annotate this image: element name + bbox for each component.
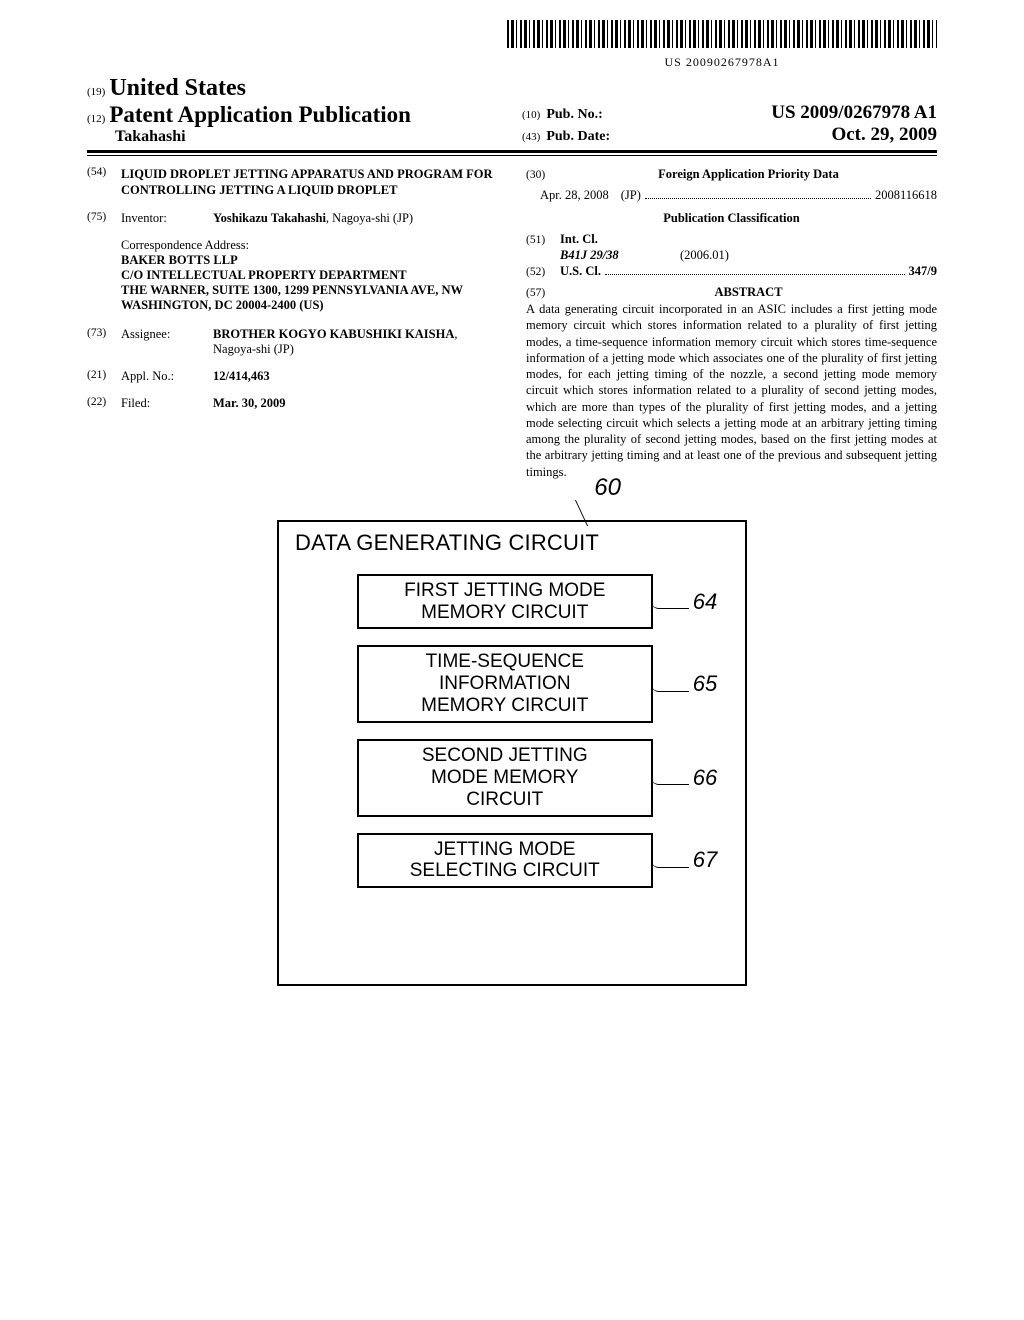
code-21: (21) <box>87 369 121 384</box>
leader-line <box>651 770 689 785</box>
code-10: (10) <box>522 109 540 121</box>
ref-number-67: 67 <box>693 847 717 873</box>
correspondence-label: Correspondence Address: <box>121 238 498 253</box>
ref-number-65: 65 <box>693 671 717 697</box>
code-75: (75) <box>87 211 121 226</box>
uscl-value: 347/9 <box>909 264 937 279</box>
dotted-leader-2 <box>605 264 905 275</box>
intcl-label: Int. Cl. <box>560 232 598 247</box>
barcode-region: US 20090267978A1 <box>87 20 937 71</box>
header: (19) United States (12) Patent Applicati… <box>87 75 937 146</box>
figure-row: TIME-SEQUENCE INFORMATION MEMORY CIRCUIT… <box>291 645 733 723</box>
abstract-header: ABSTRACT <box>560 285 937 300</box>
inner-box-65: TIME-SEQUENCE INFORMATION MEMORY CIRCUIT <box>357 645 653 723</box>
pub-date: Oct. 29, 2009 <box>831 124 937 146</box>
rule-thick <box>87 150 937 153</box>
foreign-date: Apr. 28, 2008 <box>540 188 609 203</box>
appl-number: 12/414,463 <box>213 369 498 384</box>
assignee-name: BROTHER KOGYO KABUSHIKI KAISHA <box>213 327 454 341</box>
invention-title: LIQUID DROPLET JETTING APPARATUS AND PRO… <box>121 166 498 199</box>
filed-date: Mar. 30, 2009 <box>213 396 498 411</box>
ref-number-66: 66 <box>693 765 717 791</box>
rule-thin <box>87 155 937 156</box>
code-19: (19) <box>87 86 105 98</box>
pub-number: US 2009/0267978 A1 <box>771 102 937 124</box>
outer-box: DATA GENERATING CIRCUIT FIRST JETTING MO… <box>277 520 747 986</box>
inventor-loc: , Nagoya-shi (JP) <box>326 211 413 225</box>
figure-row: FIRST JETTING MODE MEMORY CIRCUIT 64 <box>291 574 733 630</box>
inventor-label: Inventor: <box>121 211 213 226</box>
inner-box-67: JETTING MODE SELECTING CIRCUIT <box>357 833 653 889</box>
pubclass-header: Publication Classification <box>526 211 937 226</box>
code-57: (57) <box>526 287 560 299</box>
author-header: Takahashi <box>115 128 186 145</box>
intcl-year: (2006.01) <box>680 248 729 263</box>
pubdate-label: Pub. Date: <box>546 129 610 145</box>
code-52: (52) <box>526 266 560 278</box>
outer-box-title: DATA GENERATING CIRCUIT <box>295 530 733 556</box>
barcode-text: US 20090267978A1 <box>507 55 937 70</box>
ref-60: 60 <box>594 474 621 502</box>
inner-box-66: SECOND JETTING MODE MEMORY CIRCUIT <box>357 739 653 817</box>
leader-line <box>651 853 689 868</box>
correspondence-address: BAKER BOTTS LLP C/O INTELLECTUAL PROPERT… <box>121 253 498 313</box>
country: United States <box>109 75 246 101</box>
foreign-cc: (JP) <box>621 188 641 203</box>
leader-line <box>651 594 689 609</box>
assignee-label: Assignee: <box>121 327 213 357</box>
pubno-label: Pub. No.: <box>546 107 602 123</box>
applno-label: Appl. No.: <box>121 369 213 384</box>
uscl-label: U.S. Cl. <box>560 264 601 279</box>
filed-label: Filed: <box>121 396 213 411</box>
code-51: (51) <box>526 234 560 246</box>
foreign-number: 2008116618 <box>875 188 937 203</box>
foreign-header: Foreign Application Priority Data <box>560 167 937 182</box>
figure-row: SECOND JETTING MODE MEMORY CIRCUIT 66 <box>291 739 733 817</box>
leader-line <box>651 677 689 692</box>
code-43: (43) <box>522 131 540 143</box>
code-12: (12) <box>87 113 105 125</box>
intcl-code: B41J 29/38 <box>560 248 680 263</box>
code-54: (54) <box>87 166 121 199</box>
code-73: (73) <box>87 327 121 357</box>
ref-number-64: 64 <box>693 589 717 615</box>
inner-box-64: FIRST JETTING MODE MEMORY CIRCUIT <box>357 574 653 630</box>
code-22: (22) <box>87 396 121 411</box>
code-30: (30) <box>526 169 560 181</box>
figure-row: JETTING MODE SELECTING CIRCUIT 67 <box>291 833 733 889</box>
abstract-text: A data generating circuit incorporated i… <box>526 301 937 480</box>
pub-type: Patent Application Publication <box>109 102 411 127</box>
barcode-bars <box>507 20 937 48</box>
right-column: (30) Foreign Application Priority Data A… <box>526 166 937 480</box>
inventor-name: Yoshikazu Takahashi <box>213 211 326 225</box>
left-column: (54) LIQUID DROPLET JETTING APPARATUS AN… <box>87 166 498 480</box>
figure-diagram: 60 DATA GENERATING CIRCUIT FIRST JETTING… <box>277 520 747 986</box>
dotted-leader <box>645 188 871 199</box>
